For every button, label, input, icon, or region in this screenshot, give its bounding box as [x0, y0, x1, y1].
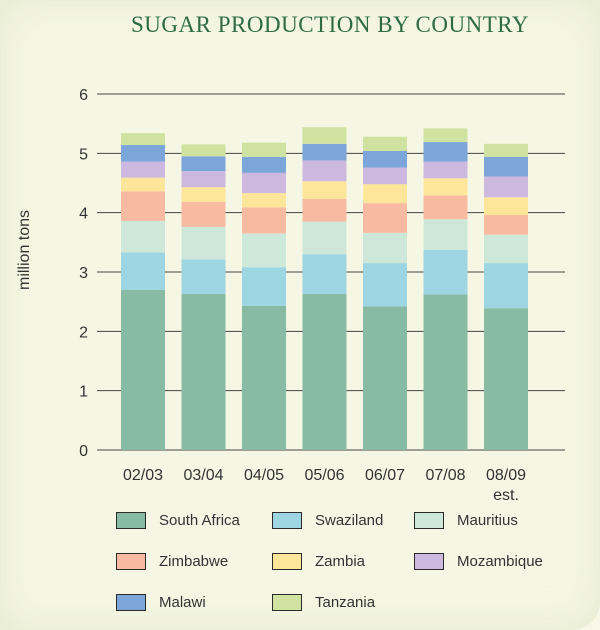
legend-item: Swaziland	[272, 512, 383, 529]
bar-segment-swaziland	[423, 250, 468, 295]
bar-segment-zambia	[302, 181, 347, 200]
bar-segment-tanzania	[181, 144, 226, 157]
legend-swatch	[272, 512, 302, 529]
legend-swatch	[414, 512, 444, 529]
y-tick-label: 0	[79, 443, 88, 460]
legend-item: Malawi	[116, 594, 206, 611]
bar-segment-zimbabwe	[423, 195, 468, 220]
x-tick-sublabel: est.	[493, 487, 519, 504]
bar-segment-mozambique	[423, 161, 468, 179]
bar-segment-malawi	[363, 150, 407, 168]
bar-segment-south-africa	[484, 308, 528, 450]
bar-segment-zimbabwe	[302, 199, 347, 222]
bar-segment-south-africa	[302, 293, 347, 450]
bar-segment-mauritius	[484, 234, 528, 264]
legend-swatch	[116, 594, 146, 611]
legend-label: South Africa	[159, 512, 240, 529]
bar-segment-zimbabwe	[484, 215, 528, 235]
legend-item: Mauritius	[414, 512, 518, 529]
y-tick-label: 4	[79, 206, 88, 223]
bar-segment-zimbabwe	[181, 201, 226, 227]
y-tick-label: 5	[79, 146, 88, 163]
x-tick-label: 04/05	[244, 467, 284, 484]
legend-item: Zimbabwe	[116, 553, 228, 570]
bar-segment-tanzania	[242, 142, 286, 157]
y-tick-label: 3	[79, 265, 88, 282]
bar-segment-zambia	[484, 197, 528, 216]
x-tick-label: 05/06	[304, 467, 344, 484]
bar-segment-zambia	[423, 178, 468, 196]
legend-item: Mozambique	[414, 553, 543, 570]
bar-segment-zambia	[121, 177, 165, 192]
bar-segment-south-africa	[181, 293, 226, 450]
bar-segment-mauritius	[121, 220, 165, 253]
bar-segment-swaziland	[121, 252, 165, 290]
legend-swatch	[414, 553, 444, 570]
legend-label: Zimbabwe	[159, 553, 229, 570]
legend-swatch	[116, 512, 146, 529]
bar-segment-south-africa	[242, 305, 286, 450]
legend-item: Tanzania	[272, 594, 375, 611]
bar-segment-mozambique	[302, 160, 347, 182]
x-tick-label: 08/09	[486, 467, 526, 484]
bar-segment-malawi	[181, 156, 226, 172]
bar-segment-mozambique	[121, 161, 165, 178]
y-tick-label: 1	[79, 384, 88, 401]
y-tick-label: 2	[79, 324, 88, 341]
legend-label: Mauritius	[457, 512, 518, 529]
x-tick-label: 06/07	[365, 467, 405, 484]
bar-segment-zambia	[363, 184, 407, 204]
bar-segment-mozambique	[181, 171, 226, 188]
bar-segment-malawi	[484, 156, 528, 177]
bar-segment-tanzania	[302, 127, 347, 144]
bar-segment-malawi	[423, 142, 468, 162]
bar-segment-tanzania	[363, 136, 407, 151]
legend-swatch	[272, 553, 302, 570]
bar-segment-mauritius	[181, 226, 226, 260]
legend-item: Zambia	[272, 553, 365, 570]
bar-segment-mozambique	[242, 172, 286, 194]
legend-label: Zambia	[315, 553, 366, 570]
bar-segment-mauritius	[242, 233, 286, 268]
y-tick-label: 6	[79, 87, 88, 104]
x-tick-label: 03/04	[183, 467, 223, 484]
legend-item: South Africa	[116, 512, 240, 529]
bar-segment-malawi	[302, 143, 347, 161]
bar-segment-zimbabwe	[363, 203, 407, 233]
bar-segment-mozambique	[484, 176, 528, 198]
bar-segment-south-africa	[121, 289, 165, 450]
chart-title: SUGAR PRODUCTION BY COUNTRY	[131, 12, 529, 37]
bar-segment-swaziland	[242, 267, 286, 306]
bar-segment-swaziland	[363, 263, 407, 307]
legend-swatch	[116, 553, 146, 570]
legend-label: Malawi	[159, 594, 206, 611]
legend-label: Mozambique	[457, 553, 543, 570]
bar-segment-zambia	[181, 187, 226, 202]
x-tick-label: 02/03	[123, 467, 163, 484]
bar-segment-swaziland	[484, 263, 528, 309]
bar-segment-mauritius	[302, 221, 347, 255]
bar-segment-mauritius	[363, 232, 407, 264]
bar-segment-swaziland	[302, 254, 347, 294]
legend-label: Tanzania	[315, 594, 376, 611]
bar-segment-tanzania	[423, 128, 468, 143]
bar-segment-zambia	[242, 193, 286, 208]
bar-segment-tanzania	[484, 143, 528, 157]
bar-segment-zimbabwe	[242, 207, 286, 234]
legend-swatch	[272, 594, 302, 611]
legend-label: Swaziland	[315, 512, 384, 529]
bar-segment-south-africa	[363, 306, 407, 450]
bar-segment-tanzania	[121, 133, 165, 146]
bar-segment-south-africa	[423, 294, 468, 450]
bar-segment-swaziland	[181, 259, 226, 294]
bar-segment-mozambique	[363, 167, 407, 185]
x-tick-label: 07/08	[425, 467, 465, 484]
bar-segment-zimbabwe	[121, 191, 165, 221]
bar-segment-mauritius	[423, 219, 468, 251]
bar-segment-malawi	[242, 156, 286, 173]
bar-segment-malawi	[121, 145, 165, 162]
